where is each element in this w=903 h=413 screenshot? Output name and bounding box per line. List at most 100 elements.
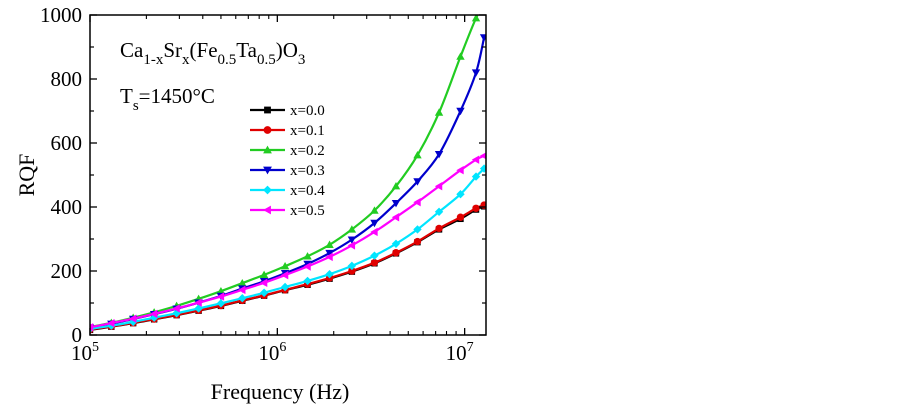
data-point — [434, 151, 444, 159]
series-line — [90, 154, 485, 329]
legend-entry: x=0.2 — [250, 143, 325, 159]
data-point — [238, 278, 247, 287]
series-line — [90, 167, 485, 331]
y-tick-label: 1000 — [40, 3, 82, 27]
data-point — [216, 292, 225, 301]
sintering-temperature-annotation: Ts=1450°C — [120, 84, 215, 114]
legend-entry: x=0.1 — [250, 123, 325, 139]
data-point — [370, 258, 379, 267]
data-point — [391, 239, 401, 248]
data-point — [434, 108, 444, 116]
x-tick-label: 106 — [258, 340, 286, 365]
data-point — [280, 262, 290, 270]
data-point — [456, 213, 465, 221]
data-point — [391, 199, 401, 208]
x-tick-label: 105 — [71, 340, 99, 365]
data-point — [325, 240, 334, 248]
data-point — [216, 299, 226, 308]
series-x=0.4 — [90, 164, 486, 334]
legend: x=0.0 x=0.1 x=0.2 x=0.3 x=0.4 x=0.5 — [250, 103, 325, 219]
legend-label: x=0.0 — [290, 103, 325, 119]
data-point — [347, 241, 356, 250]
legend-marker — [264, 106, 271, 114]
data-point — [435, 224, 443, 233]
y-tick-label: 400 — [51, 195, 83, 219]
y-tick-label: 800 — [51, 67, 83, 91]
data-point — [128, 314, 137, 323]
data-point — [90, 323, 94, 332]
legend-label: x=0.4 — [290, 183, 325, 199]
data-point — [391, 182, 401, 190]
data-point — [471, 15, 481, 22]
legend-label: x=0.2 — [290, 143, 325, 159]
data-point — [413, 237, 422, 246]
x-axis-title: Frequency (Hz) — [211, 379, 350, 404]
data-point — [194, 298, 202, 307]
data-point — [303, 276, 312, 286]
legend-label: x=0.5 — [290, 203, 325, 219]
data-point — [456, 107, 465, 116]
data-point — [392, 249, 400, 257]
data-point — [347, 261, 357, 271]
y-tick-label: 200 — [51, 259, 83, 283]
legend-marker — [263, 145, 272, 154]
data-point — [172, 304, 180, 313]
data-point — [471, 172, 481, 181]
legend-label: x=0.1 — [290, 123, 325, 139]
legend-marker — [263, 185, 272, 195]
legend-marker — [263, 126, 272, 134]
data-point — [259, 270, 269, 279]
data-point — [370, 251, 379, 260]
data-point — [149, 309, 158, 319]
data-point — [194, 304, 203, 313]
data-point — [280, 282, 290, 292]
y-axis-title: RQF — [14, 154, 39, 197]
data-point — [471, 155, 480, 164]
data-point — [303, 262, 311, 271]
y-tick-label: 600 — [51, 131, 83, 155]
series-layer — [90, 1, 488, 334]
legend-label: x=0.3 — [290, 163, 325, 179]
data-point — [325, 249, 334, 258]
data-point — [434, 182, 443, 191]
legend-entry: x=0.3 — [250, 163, 325, 179]
data-point — [348, 267, 356, 275]
data-point — [216, 286, 226, 295]
data-point — [149, 313, 159, 322]
data-point — [413, 150, 422, 159]
data-point — [434, 207, 444, 216]
data-point — [347, 236, 357, 244]
data-point — [347, 225, 357, 233]
data-point — [456, 190, 465, 199]
legend-marker — [263, 166, 272, 175]
data-point — [259, 278, 268, 288]
data-point — [471, 69, 481, 77]
data-point — [370, 227, 378, 237]
ticks-layer: 0 200 400 600 800 1000 105 106 107 — [40, 3, 486, 365]
data-point — [325, 270, 334, 279]
series-line — [90, 37, 486, 329]
data-point — [456, 166, 464, 175]
legend-entry: x=0.0 — [250, 103, 325, 119]
data-point — [413, 198, 421, 207]
legend-entry: x=0.5 — [250, 203, 325, 219]
data-point — [370, 219, 379, 228]
data-point — [413, 225, 422, 234]
data-point — [238, 285, 246, 295]
data-point — [391, 213, 400, 222]
data-point — [107, 318, 115, 328]
data-point — [325, 252, 333, 262]
data-point — [479, 164, 486, 173]
y-tick-label: 0 — [72, 323, 83, 347]
data-point — [259, 288, 269, 297]
data-point — [280, 270, 289, 280]
data-point — [480, 1, 488, 8]
data-point — [479, 152, 486, 160]
series-x=0.5 — [90, 152, 486, 332]
data-point — [238, 294, 247, 303]
formula-annotation: Ca1-xSrx(Fe0.5Ta0.5)O3 — [120, 38, 305, 68]
legend-entry: x=0.4 — [250, 183, 325, 199]
data-point — [370, 206, 379, 214]
data-point — [472, 204, 480, 212]
